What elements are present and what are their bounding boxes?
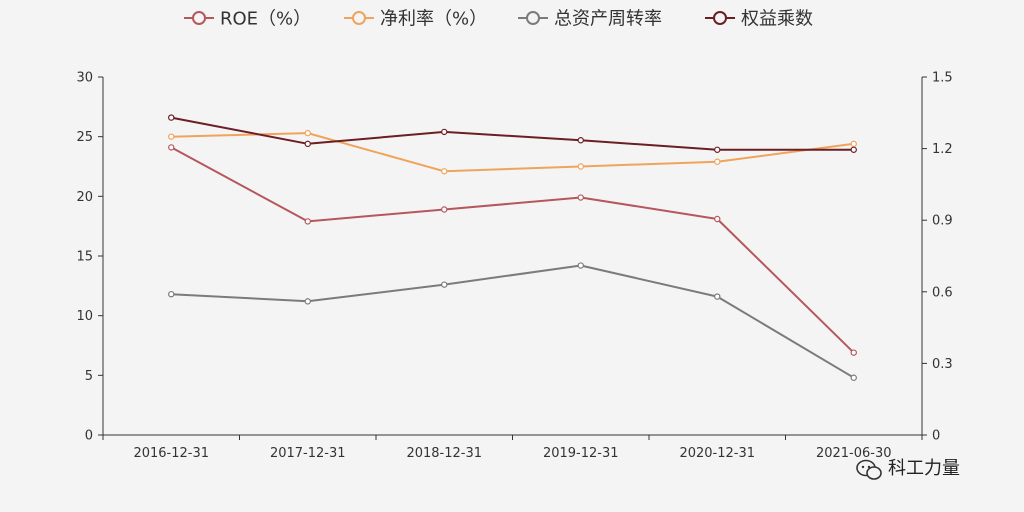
watermark-text: 科工力量 [888, 458, 960, 479]
wechat-icon [856, 459, 882, 480]
series-point [441, 206, 448, 213]
series-point [850, 374, 857, 381]
series-point [714, 146, 721, 153]
axes: 0 5 10 15 20 25 30 0 0.3 0.6 0.9 1.2 1.5 2016-12-31 20… [76, 71, 952, 462]
y-right-tick-label: 0 [932, 429, 940, 444]
y-right-tick-label: 0.9 [932, 214, 953, 229]
series-point [168, 144, 175, 151]
series-line [171, 132, 854, 173]
x-tick-label: 2019-12-31 [543, 446, 619, 461]
series-point [304, 129, 311, 137]
y-left-tick-label: 30 [76, 71, 93, 86]
series-point [714, 158, 721, 165]
series-group [168, 262, 857, 381]
x-tick-label: 2018-12-31 [406, 446, 482, 461]
x-tick-label: 2021-06-30 [816, 446, 892, 461]
series-point [168, 114, 175, 121]
series-line [171, 264, 855, 379]
series-point [714, 215, 721, 223]
y-left-tick-label: 20 [76, 190, 93, 205]
series-group [168, 129, 857, 175]
series-point [304, 218, 311, 225]
legend-swatch-marker [713, 11, 727, 25]
legend-label: ROE（%） [220, 9, 311, 30]
series-point [441, 281, 448, 288]
series-point [577, 163, 584, 170]
legend: ROE（%） 净利率（%） 总资产周转率 权益乘数 [184, 9, 813, 30]
legend-swatch-marker [526, 11, 540, 25]
series-point [441, 168, 448, 175]
x-tick-label: 2020-12-31 [679, 446, 755, 461]
legend-label: 总资产周转率 [554, 9, 662, 30]
series-group [168, 114, 857, 153]
watermark: 科工力量 [856, 458, 960, 480]
y-left-tick-label: 5 [85, 369, 93, 384]
y-right-tick-label: 0.3 [932, 357, 953, 372]
legend-swatch-marker [352, 11, 366, 25]
y-right-tick-label: 1.2 [932, 142, 953, 157]
legend-item: 净利率（%） [344, 9, 487, 30]
series-point [850, 140, 857, 148]
series-point [850, 146, 857, 153]
y-left-tick-label: 15 [76, 250, 93, 265]
y-left-tick-label: 0 [85, 429, 93, 444]
series-point [577, 194, 584, 201]
x-tick-label: 2016-12-31 [133, 446, 209, 461]
legend-item: 权益乘数 [705, 9, 813, 30]
series-point [168, 133, 175, 140]
series-point [850, 349, 857, 356]
y-left-tick-label: 10 [76, 309, 93, 324]
series-line [170, 146, 855, 354]
series-point [441, 128, 448, 136]
legend-label: 权益乘数 [741, 9, 813, 30]
series-group [168, 144, 857, 356]
series-layer [168, 114, 857, 381]
y-right-tick-label: 1.5 [932, 71, 953, 86]
series-line [171, 116, 854, 151]
legend-label: 净利率（%） [380, 9, 487, 30]
series-point [168, 290, 175, 298]
legend-item: ROE（%） [184, 9, 311, 30]
series-point [304, 140, 311, 148]
series-point [577, 137, 584, 144]
series-point [577, 262, 584, 269]
legend-item: 总资产周转率 [518, 9, 662, 30]
x-tick-label: 2017-12-31 [270, 446, 346, 461]
series-point [714, 293, 721, 300]
series-point [304, 298, 311, 305]
legend-swatch-marker [192, 11, 206, 25]
y-right-tick-label: 0.6 [932, 285, 953, 300]
y-left-tick-label: 25 [76, 130, 93, 145]
